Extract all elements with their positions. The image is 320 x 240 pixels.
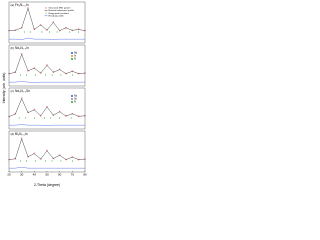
observed-point [52,71,55,73]
calculated-line [8,98,86,117]
panel-title: Nd₃N₀.₅In [15,46,29,50]
residual-line [9,81,85,83]
residual-line [9,124,85,126]
observed-point [33,108,36,111]
observed-point [65,115,67,117]
observed-point [27,156,29,158]
calculated-line [8,53,86,74]
observed-point [71,113,74,115]
observed-point [71,70,74,73]
x-tick-label: 40 [33,172,37,176]
observed-point [27,70,29,72]
inset-legend-label: N [74,101,76,104]
observed-point [71,156,74,158]
x-tick-label: 30 [20,172,24,176]
observed-point [77,28,80,30]
observed-point [46,149,48,152]
observed-point [8,115,10,118]
panel-label: (b) [11,46,15,50]
panel-title: Nd₃N₀.₅Sn [15,89,30,93]
observed-point [20,27,23,29]
inset-legend-swatch [71,52,73,54]
observed-point [39,24,42,26]
observed-point [58,29,61,32]
observed-point [65,158,67,161]
inset-legend-swatch [71,98,73,100]
panel-frame [8,44,86,87]
observed-point [14,113,17,115]
observed-point [58,110,61,113]
observed-point [58,154,61,156]
observed-point [46,29,48,31]
observed-point [65,72,67,75]
observed-point [33,152,36,155]
residual-line [9,167,85,169]
observed-point [39,115,42,117]
x-axis-label: 2-Theta (degree) [34,183,60,187]
calculated-line [8,138,86,160]
inset-legend-label: Sn [74,98,78,101]
panel-label: (c) [11,89,15,93]
inset-legend-swatch [71,95,73,97]
inset-legend-label: In [74,55,77,58]
x-tick-label: 80 [83,172,87,176]
observed-point [52,21,55,23]
x-tick-label: 60 [58,172,62,176]
observed-point [33,67,36,69]
legend-label: Residual profile [49,14,65,17]
y-axis-label: Intensity (arb. units) [2,73,6,104]
panel-frame [8,1,86,44]
figure: Intensity (arb. units) 2-Theta (degree) … [2,1,87,187]
observed-point [46,64,48,66]
inset-legend-swatch [71,58,73,60]
x-tick-label: 70 [71,172,75,176]
x-tick-label: 20 [7,172,11,176]
panel-frame [8,87,86,130]
x-tick-label: 50 [45,172,49,176]
observed-point [14,71,17,73]
legend-label: Rietveld refinement profile [49,9,75,12]
inset-legend-swatch [71,101,73,103]
inset-legend-swatch [71,55,73,57]
page: Intensity (arb. units) 2-Theta (degree) … [1,1,87,187]
observed-point [39,158,42,160]
observed-point [52,157,55,160]
panel-title: Fe₃N₀.₅In [15,3,29,7]
observed-point [39,72,42,74]
inset-legend-label: Nd [74,52,78,55]
legend-label: Observed XRD pattern [49,7,72,10]
panel-label: (a) [11,3,15,7]
inset-legend-label: Nd [74,95,78,98]
observed-point [46,105,48,108]
observed-point [52,114,55,116]
panel-frame [8,130,86,173]
panel-title: Bi₃N₀.₅In [15,132,28,136]
legend-label: Bragg peak positions [49,12,70,15]
legend-swatch [45,7,47,9]
calculated-line [8,7,86,31]
residual-line [9,37,85,40]
inset-legend-label: N [74,58,76,61]
observed-point [58,68,61,71]
panel-label: (d) [11,132,15,136]
observed-point [65,27,67,29]
